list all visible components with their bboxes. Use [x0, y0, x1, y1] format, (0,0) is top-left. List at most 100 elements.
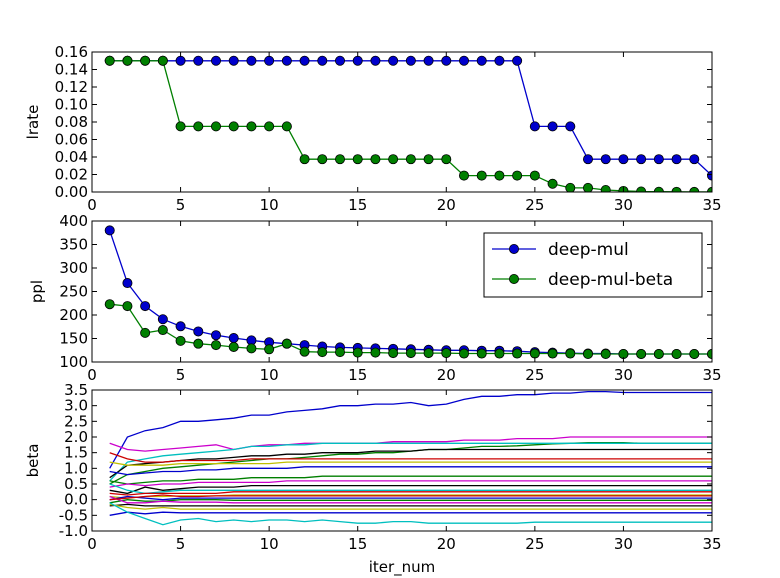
subplot-3: 0 5 10 15 20 25 30 35 -1.0-0.50.00.51.01.52.02.5…: [24, 381, 722, 577]
legend-marker: [508, 273, 519, 284]
y-tick-label: 0.16: [55, 43, 88, 61]
y-tick-label: 0.10: [55, 96, 88, 114]
data-point: [122, 55, 133, 66]
data-point: [264, 55, 275, 66]
data-point: [334, 154, 345, 165]
data-point: [388, 348, 399, 359]
axes-frame: [91, 51, 713, 193]
legend-entry-label: deep-mul: [548, 240, 629, 260]
y-tick-label: 0.14: [55, 61, 88, 79]
data-point: [299, 154, 310, 165]
legend-marker: [508, 243, 519, 254]
series-line-4: [109, 442, 712, 482]
data-point: [281, 338, 292, 349]
series-line-18: [109, 503, 712, 507]
data-point: [423, 154, 434, 165]
data-point: [547, 121, 558, 132]
data-point: [317, 347, 328, 358]
subplot-2: 0 5 10 15 20 25 30 35 100 150 200 250 300 350 400 ppl de…: [28, 212, 722, 384]
data-point: [175, 335, 186, 346]
y-tick-label: 400: [59, 212, 88, 230]
y-tick-label: 250: [59, 283, 88, 301]
data-point: [352, 154, 363, 165]
y-tick-label: 0.02: [55, 166, 88, 184]
legend-entry-label: deep-mul-beta: [548, 270, 673, 290]
data-point: [104, 299, 115, 310]
data-point: [458, 170, 469, 181]
data-point: [636, 154, 647, 165]
data-point: [671, 154, 682, 165]
x-tick-label: 5: [176, 535, 186, 553]
data-point: [405, 348, 416, 359]
data-point: [157, 325, 168, 336]
series-line-17: [109, 495, 712, 504]
series-group: [109, 390, 712, 526]
x-tick-label: 35: [702, 366, 721, 384]
data-point: [193, 121, 204, 132]
data-point: [565, 121, 576, 132]
data-point: [689, 349, 700, 360]
data-point: [210, 340, 221, 351]
data-point: [140, 301, 151, 312]
data-point: [618, 154, 629, 165]
data-point: [228, 333, 239, 344]
series-line-5: [109, 448, 712, 479]
x-tick-label: 30: [614, 366, 633, 384]
series-line-13: [109, 491, 712, 496]
x-tick-label: 30: [614, 196, 633, 214]
data-point: [228, 121, 239, 132]
data-point: [122, 301, 133, 312]
series-line-19: [109, 503, 712, 510]
data-point: [210, 121, 221, 132]
data-point: [317, 154, 328, 165]
x-tick-label: 25: [525, 196, 544, 214]
x-tick-label: 25: [525, 366, 544, 384]
data-point: [264, 344, 275, 355]
data-point: [494, 55, 505, 66]
data-point: [334, 347, 345, 358]
data-point: [370, 154, 381, 165]
y-axis-title: lrate: [24, 105, 42, 140]
data-point: [175, 321, 186, 332]
x-tick-label: 10: [260, 196, 279, 214]
y-axis-title: beta: [24, 444, 42, 478]
x-tick-label: 35: [702, 196, 721, 214]
data-point: [529, 170, 540, 181]
data-point: [210, 55, 221, 66]
x-tick-label: 20: [437, 366, 456, 384]
data-point: [458, 55, 469, 66]
data-point: [423, 55, 434, 66]
data-point: [157, 55, 168, 66]
data-point: [600, 154, 611, 165]
data-point: [370, 55, 381, 66]
y-tick-label: 0.12: [55, 78, 88, 96]
data-point: [210, 330, 221, 341]
data-point: [494, 348, 505, 359]
data-point: [565, 182, 576, 192]
data-point: [140, 327, 151, 338]
data-point: [246, 55, 257, 66]
series-line-16: [109, 499, 712, 504]
data-point: [104, 225, 115, 236]
data-point: [600, 349, 611, 360]
data-point: [583, 349, 594, 360]
data-point: [352, 347, 363, 358]
series-group: [104, 225, 712, 360]
y-tick-label: 2.5: [64, 412, 88, 430]
data-point: [281, 121, 292, 132]
data-point: [547, 178, 558, 189]
data-point: [529, 121, 540, 132]
x-tick-label: 5: [176, 366, 186, 384]
data-point: [636, 349, 647, 360]
data-point: [388, 55, 399, 66]
data-point: [334, 55, 345, 66]
data-point: [370, 347, 381, 358]
y-axis-title: ppl: [28, 280, 46, 303]
data-point: [193, 338, 204, 349]
y-tick-label: 200: [59, 306, 88, 324]
y-tick-label: 0.0: [64, 491, 88, 509]
data-point: [140, 55, 151, 66]
series-line-2: [109, 436, 712, 452]
data-point: [512, 348, 523, 359]
